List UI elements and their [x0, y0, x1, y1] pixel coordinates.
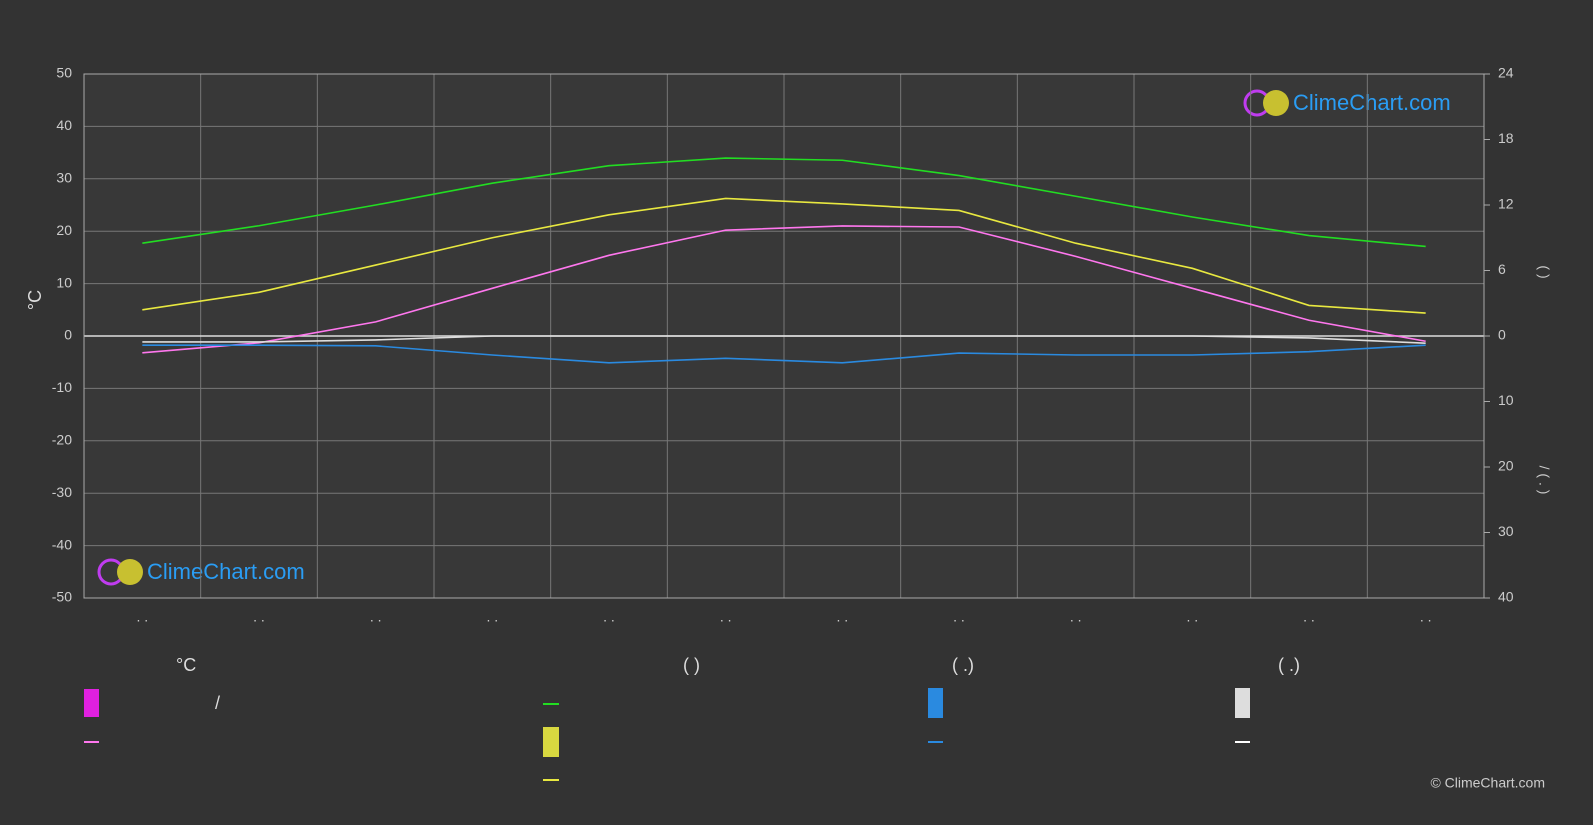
y3-tick-label: 10	[1498, 392, 1514, 408]
x-tick-label: . .	[720, 609, 732, 625]
y-tick-label: 40	[56, 117, 72, 133]
y-tick-label: 10	[56, 274, 72, 290]
y3-tick-label: 30	[1498, 523, 1514, 539]
logo-text: ClimeChart.com	[147, 559, 305, 584]
legend-header: ( )	[683, 655, 700, 675]
legend-swatch	[928, 688, 943, 718]
x-tick-label: . .	[253, 609, 265, 625]
y-tick-label: 20	[56, 222, 72, 238]
y-tick-label: -40	[52, 536, 72, 552]
y-tick-label: 0	[64, 327, 72, 343]
y3-tick-label: 40	[1498, 589, 1514, 605]
y2-tick-label: 18	[1498, 130, 1514, 146]
logo-icon	[117, 559, 143, 585]
x-tick-label: . .	[953, 609, 965, 625]
x-tick-label: . .	[370, 609, 382, 625]
logo-icon	[1263, 90, 1289, 116]
plot-frame	[83, 73, 1485, 599]
legend-header: ( .)	[1278, 655, 1300, 675]
x-tick-label: . .	[1303, 609, 1315, 625]
y2-tick-label: 24	[1498, 65, 1514, 81]
x-tick-label: . .	[836, 609, 848, 625]
y-tick-label: -50	[52, 589, 72, 605]
y-tick-label: -20	[52, 432, 72, 448]
x-tick-label: . .	[1070, 609, 1082, 625]
x-tick-label: . .	[1186, 609, 1198, 625]
y2-tick-label: 12	[1498, 196, 1514, 212]
legend-swatch	[84, 689, 99, 717]
y-tick-label: -30	[52, 484, 72, 500]
y3-axis-title: / ( . )	[1536, 466, 1552, 495]
legend-swatch	[1235, 688, 1250, 718]
x-tick-label: . .	[603, 609, 615, 625]
legend-header: ( .)	[952, 655, 974, 675]
series-line	[142, 157, 1426, 248]
x-tick-label: . .	[1420, 609, 1432, 625]
legend-header: °C	[176, 655, 196, 675]
y-axis-title: °C	[25, 290, 45, 310]
y2-tick-label: 6	[1498, 261, 1506, 277]
legend-swatch	[543, 727, 559, 757]
y2-axis-title: ( )	[1536, 265, 1552, 278]
series-line	[142, 225, 1426, 354]
y-tick-label: 30	[56, 170, 72, 186]
series-line	[142, 197, 1426, 314]
x-tick-label: . .	[486, 609, 498, 625]
series-line	[142, 335, 1426, 345]
legend-label: /	[215, 693, 220, 713]
copyright: © ClimeChart.com	[1430, 775, 1545, 791]
y-tick-label: -10	[52, 379, 72, 395]
y2-tick-label: 0	[1498, 327, 1506, 343]
y-tick-label: 50	[56, 65, 72, 81]
y3-tick-label: 20	[1498, 458, 1514, 474]
x-tick-label: . .	[136, 609, 148, 625]
series-line	[142, 344, 1426, 364]
logo-text: ClimeChart.com	[1293, 90, 1451, 115]
